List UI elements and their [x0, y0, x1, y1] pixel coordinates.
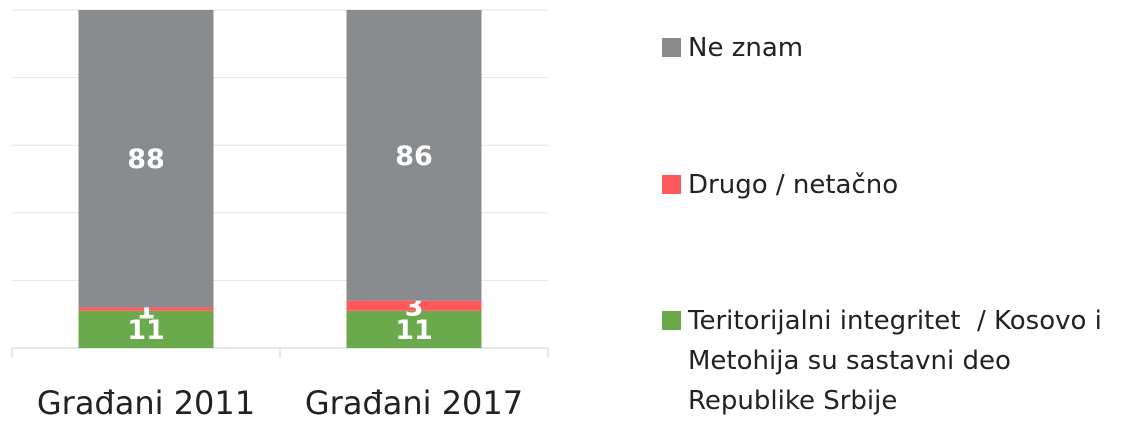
- legend-swatch: [662, 175, 681, 194]
- data-label: 86: [395, 141, 433, 172]
- x-tick-label: Građani 2011: [37, 384, 255, 421]
- bar-segment: [78, 310, 214, 348]
- bar-segment: [346, 10, 482, 301]
- legend-item: Teritorijalni integritet / Kosovo i Meto…: [662, 301, 1124, 421]
- legend-label: Drugo / netačno: [688, 170, 899, 200]
- data-label: 88: [127, 144, 165, 175]
- bar-segment: [346, 300, 482, 311]
- x-tick-label: Građani 2017: [305, 384, 523, 421]
- data-label: 11: [395, 315, 433, 346]
- legend-label: Teritorijalni integritet / Kosovo i Meto…: [688, 306, 1111, 416]
- bar-segment: [78, 307, 214, 311]
- data-label: 11: [127, 315, 165, 346]
- bar-segment: [78, 10, 214, 308]
- legend-swatch: [662, 311, 681, 330]
- legend-label: Ne znam: [688, 33, 804, 63]
- legend-item: Drugo / netačno: [662, 165, 1124, 205]
- legend-swatch: [662, 38, 681, 57]
- bar-segment: [346, 310, 482, 348]
- legend-item: Ne znam: [662, 28, 1124, 68]
